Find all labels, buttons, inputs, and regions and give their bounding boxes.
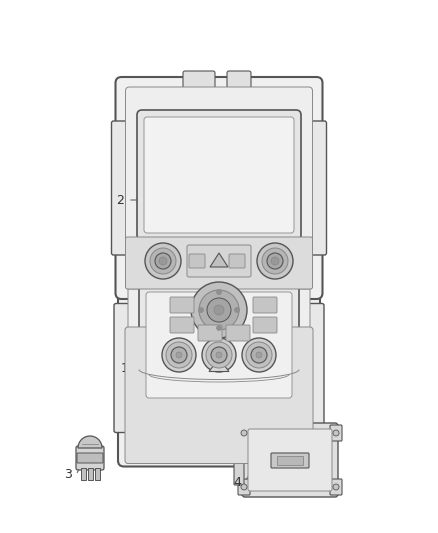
Circle shape [333,484,339,490]
FancyBboxPatch shape [139,285,299,405]
Circle shape [241,430,247,436]
Circle shape [251,347,267,363]
FancyBboxPatch shape [128,279,310,456]
Bar [95,468,99,480]
FancyBboxPatch shape [330,425,342,441]
FancyBboxPatch shape [235,265,263,284]
Circle shape [257,243,293,279]
FancyBboxPatch shape [308,121,326,255]
FancyBboxPatch shape [76,446,104,470]
Circle shape [211,347,227,363]
FancyBboxPatch shape [170,297,194,313]
FancyBboxPatch shape [238,479,250,495]
FancyBboxPatch shape [116,77,322,299]
Circle shape [155,253,171,269]
FancyBboxPatch shape [238,425,250,441]
FancyBboxPatch shape [187,245,251,277]
Wedge shape [78,436,102,448]
FancyBboxPatch shape [114,303,132,432]
FancyBboxPatch shape [306,303,324,432]
Bar [81,468,85,480]
FancyBboxPatch shape [229,254,245,268]
Circle shape [171,347,187,363]
FancyBboxPatch shape [253,297,277,313]
Circle shape [216,289,222,295]
Circle shape [159,257,167,265]
FancyBboxPatch shape [234,435,244,485]
FancyBboxPatch shape [227,71,251,89]
FancyBboxPatch shape [125,327,313,464]
Circle shape [206,342,232,368]
FancyBboxPatch shape [205,265,233,284]
Circle shape [214,305,224,315]
Text: 4: 4 [233,475,241,489]
FancyBboxPatch shape [126,237,312,289]
Circle shape [216,326,222,330]
Circle shape [242,338,276,372]
FancyBboxPatch shape [242,423,338,497]
Circle shape [150,248,176,274]
Circle shape [241,484,247,490]
Circle shape [256,352,262,358]
Circle shape [202,338,236,372]
FancyBboxPatch shape [112,121,130,255]
Circle shape [333,430,339,436]
FancyBboxPatch shape [330,479,342,495]
Circle shape [246,342,272,368]
FancyBboxPatch shape [198,325,222,341]
FancyBboxPatch shape [175,265,203,284]
Circle shape [191,282,247,338]
FancyBboxPatch shape [226,325,250,341]
Circle shape [145,243,181,279]
Polygon shape [210,253,228,267]
Polygon shape [209,359,229,372]
Circle shape [199,290,239,330]
FancyBboxPatch shape [118,270,320,466]
FancyBboxPatch shape [126,87,312,289]
FancyBboxPatch shape [170,317,194,333]
FancyBboxPatch shape [77,453,103,463]
Circle shape [271,257,279,265]
Bar [144,335,294,402]
Circle shape [216,352,222,358]
FancyBboxPatch shape [146,292,292,398]
FancyBboxPatch shape [271,453,309,468]
Circle shape [198,308,204,312]
Circle shape [166,342,192,368]
Circle shape [207,298,231,322]
FancyBboxPatch shape [248,429,332,491]
FancyBboxPatch shape [144,117,294,233]
Text: 3: 3 [64,469,72,481]
FancyBboxPatch shape [189,254,205,268]
Text: 2: 2 [116,193,124,206]
FancyBboxPatch shape [183,71,215,89]
Circle shape [162,338,196,372]
Bar [277,456,303,465]
Circle shape [176,352,182,358]
Text: 1: 1 [121,361,129,375]
FancyBboxPatch shape [137,110,301,240]
FancyBboxPatch shape [253,317,277,333]
Bar [88,468,92,480]
Circle shape [267,253,283,269]
Circle shape [262,248,288,274]
Circle shape [234,308,240,312]
